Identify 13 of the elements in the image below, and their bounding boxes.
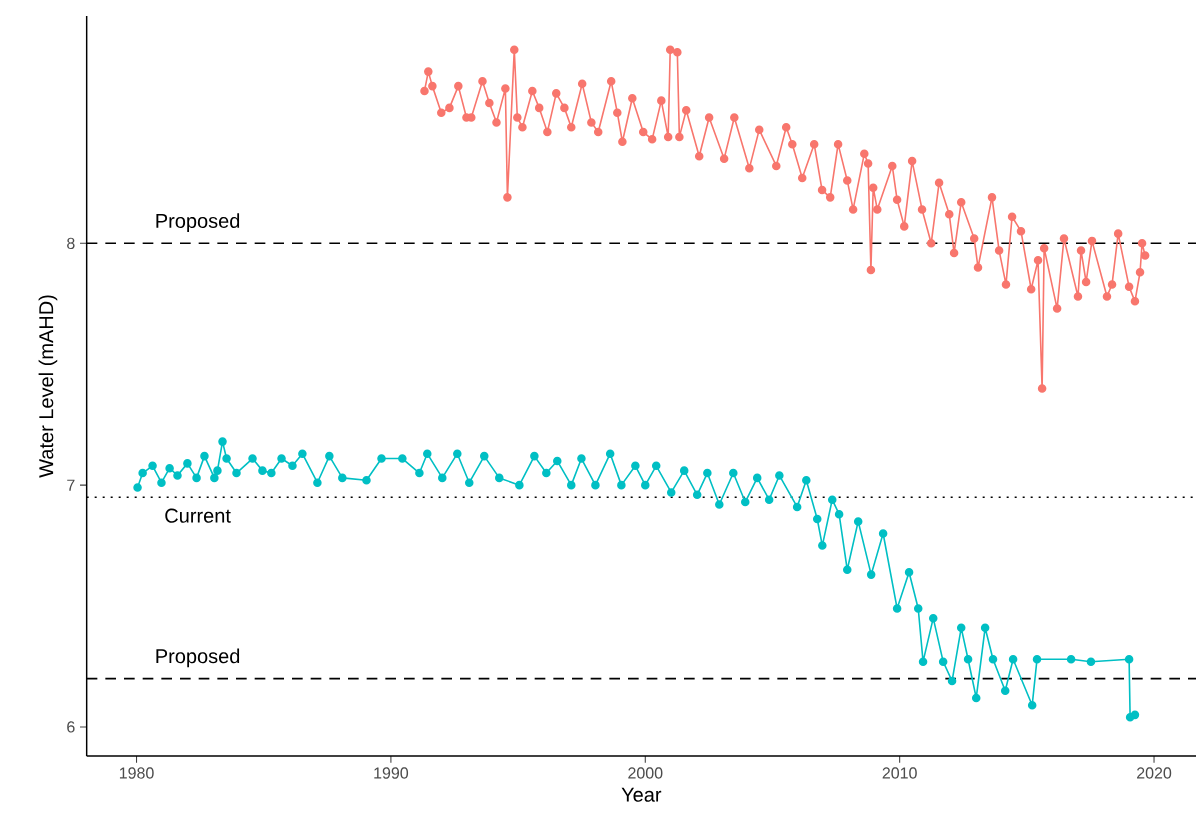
y-axis-title: Water Level (mAHD) [38, 295, 58, 478]
x-tick-label: 2020 [1137, 767, 1172, 779]
x-tick-label: 2010 [882, 767, 917, 779]
x-tick-label: 1980 [119, 767, 154, 779]
y-tick-label: 8 [67, 237, 75, 249]
x-axis-title: Year [621, 787, 662, 802]
y-tick-label: 6 [67, 721, 75, 733]
y-tick-label: 7 [67, 479, 75, 491]
x-tick-label: 2000 [628, 767, 663, 779]
ref-line-label: Proposed [156, 648, 240, 668]
x-tick-label: 1990 [374, 767, 409, 779]
ref-line-label: Proposed [156, 213, 240, 232]
ref-line-label: Current [165, 508, 231, 523]
